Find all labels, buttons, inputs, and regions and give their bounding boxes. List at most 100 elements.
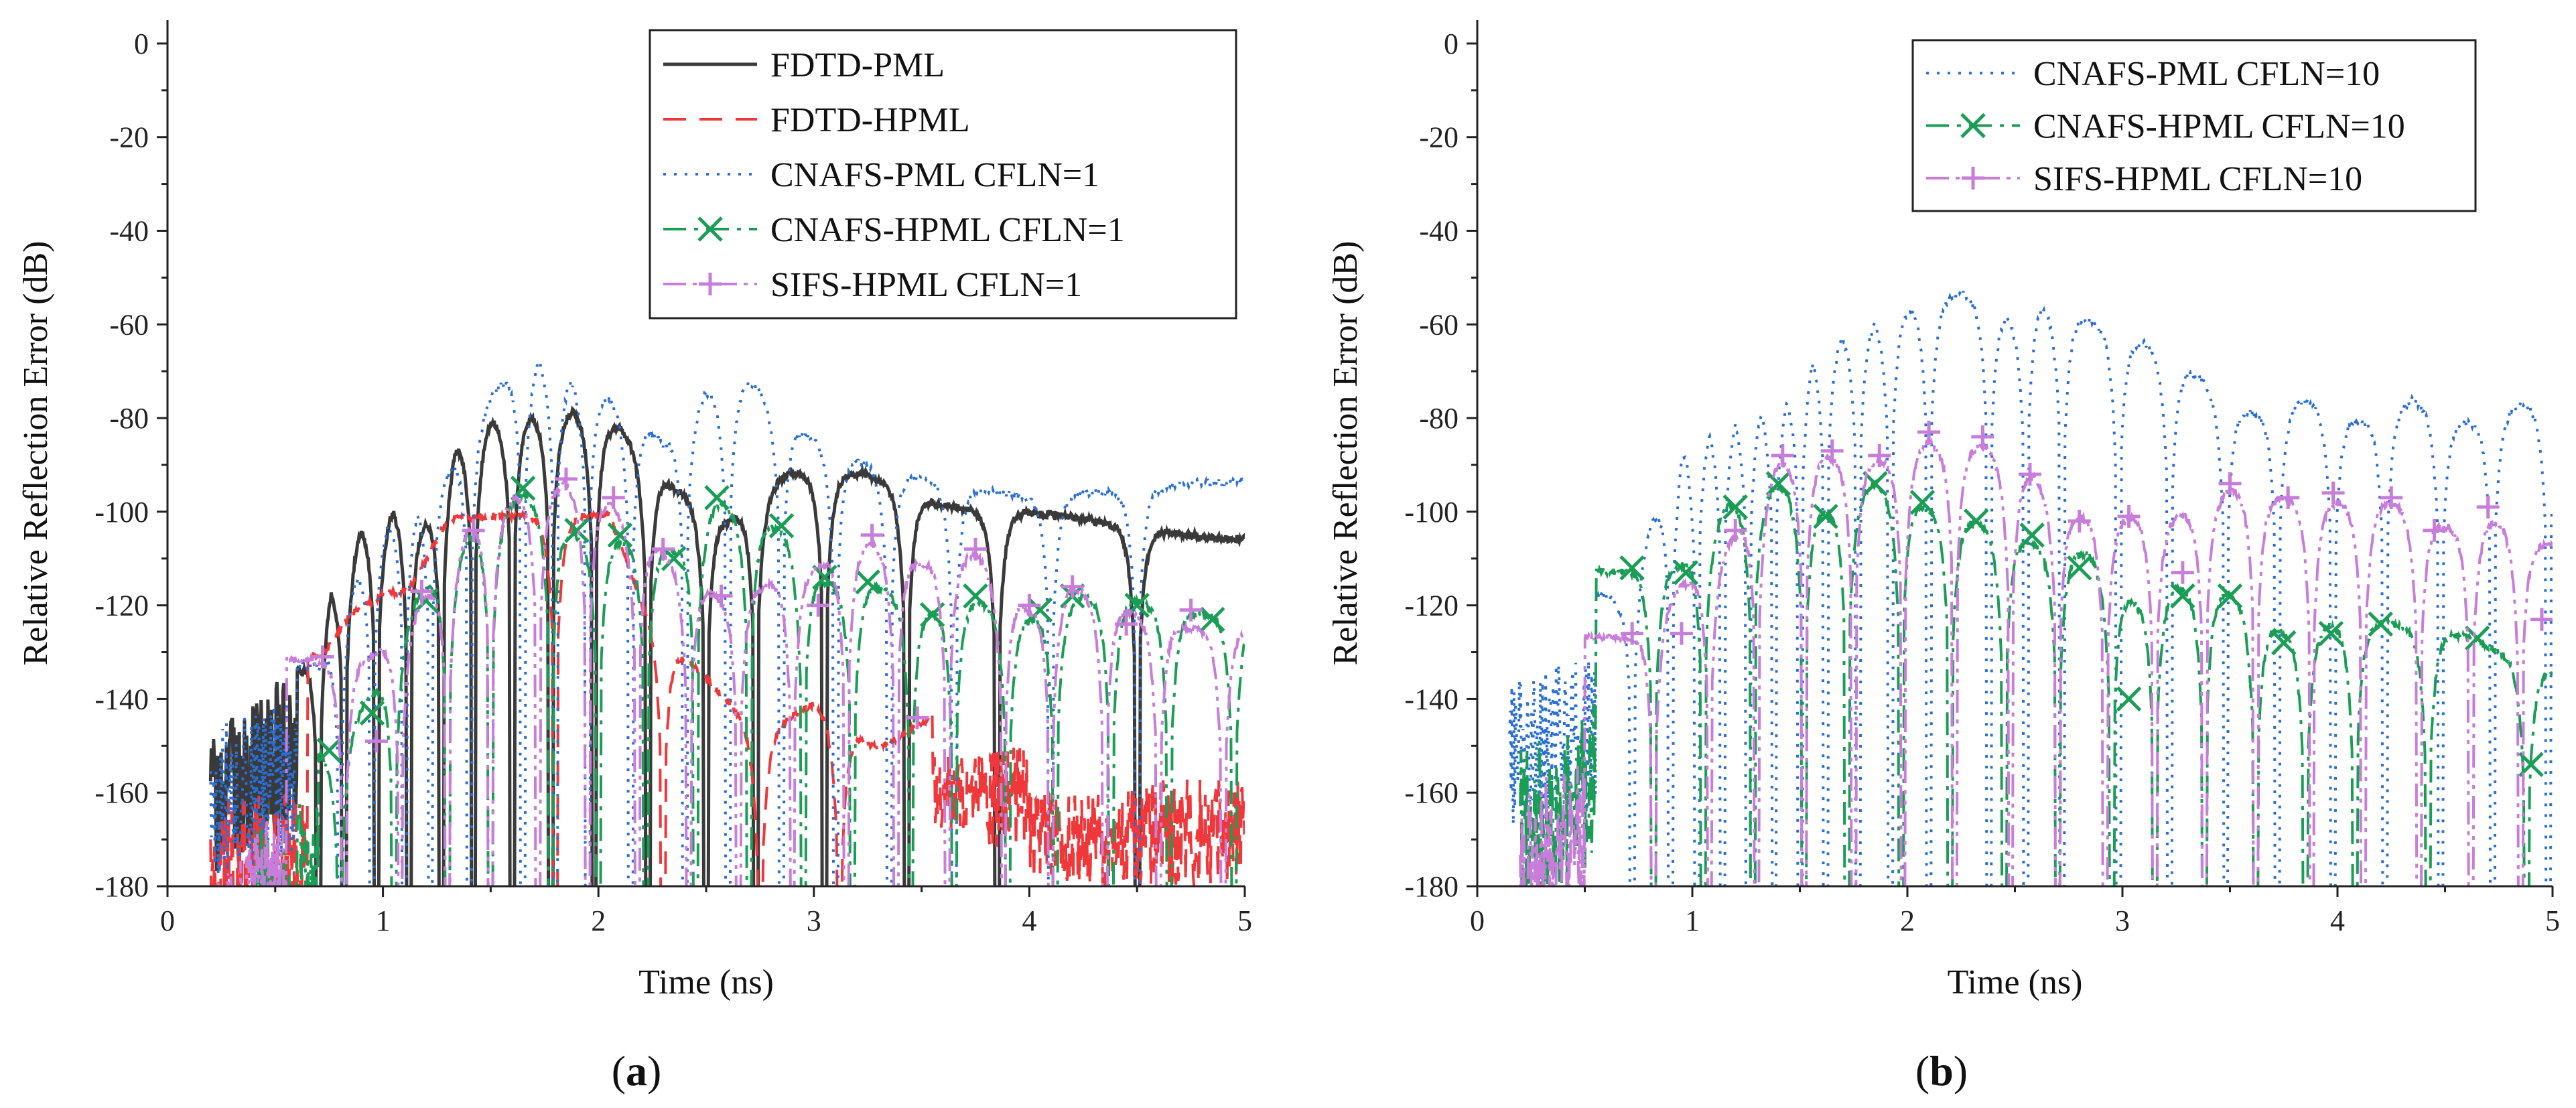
y-tick-label: -140 (1404, 683, 1459, 715)
data-point-marker (2019, 523, 2045, 548)
data-point-marker (2218, 472, 2242, 495)
legend-label: CNAFS-PML CFLN=10 (2033, 55, 2380, 93)
y-tick-label: -80 (1419, 402, 1459, 435)
data-point-marker (2117, 504, 2141, 528)
data-point-marker (359, 700, 385, 726)
series-cnafs-hpml-cfln-1 (252, 476, 1245, 886)
series-line (252, 488, 1245, 886)
series-line (209, 508, 1245, 886)
series-line (208, 405, 1245, 886)
data-point-marker (704, 485, 730, 510)
data-point-marker (1027, 597, 1053, 623)
data-point-marker (812, 564, 837, 590)
y-tick-label: -60 (1419, 308, 1459, 341)
data-point-marker (564, 518, 590, 543)
data-point-marker (2270, 630, 2297, 656)
y-tick-label: -40 (109, 215, 149, 248)
x-tick-label: 1 (1685, 904, 1700, 937)
data-point-marker (410, 579, 433, 603)
y-tick-label: -160 (1404, 776, 1459, 809)
legend-marker (1960, 113, 1986, 139)
data-point-marker (2530, 608, 2553, 631)
data-point-marker (906, 706, 929, 730)
data-point-marker (1917, 421, 1941, 444)
data-point-marker (1179, 598, 1203, 622)
data-point-marker (1619, 555, 1645, 581)
data-point-marker (2277, 486, 2300, 509)
series-cnafs-pml-cfln-1 (209, 362, 1245, 886)
y-tick-label: -20 (1419, 121, 1459, 154)
data-point-marker (2476, 495, 2500, 518)
y-tick-label: -180 (94, 870, 149, 903)
data-point-marker (709, 584, 733, 608)
data-point-marker (1061, 575, 1084, 598)
legend-label: FDTD-HPML (770, 101, 970, 139)
x-tick-label: 4 (1022, 904, 1036, 937)
data-point-marker (1820, 439, 1844, 463)
y-tick-label: -120 (94, 590, 149, 622)
x-axis-title: Time (ns) (1948, 963, 2083, 1001)
data-point-marker (462, 518, 485, 542)
legend-item: CNAFS-PML CFLN=10 (1926, 55, 2380, 93)
series-fdtd-pml (208, 405, 1245, 886)
data-point-marker (316, 738, 342, 764)
data-point-marker (1621, 622, 1644, 645)
data-point-marker (2368, 611, 2393, 637)
x-tick-label: 0 (160, 904, 175, 937)
data-point-marker (2518, 752, 2544, 778)
legend: FDTD-PML FDTD-HPML CNAFS-PML CFLN=1 CNAFS-H… (649, 29, 1237, 320)
legend-label: CNAFS-HPML CFLN=10 (2033, 108, 2405, 146)
plot-area (1508, 287, 2553, 886)
y-tick-label: -80 (109, 402, 149, 435)
legend-item: FDTD-HPML (663, 101, 970, 139)
data-point-marker (2464, 625, 2490, 651)
data-point-marker (311, 645, 334, 669)
data-point-marker (2318, 620, 2344, 646)
data-point-marker (2170, 583, 2195, 609)
panel-caption: (a) (612, 1047, 662, 1095)
data-point-marker (2423, 518, 2446, 542)
x-tick-label: 3 (2115, 904, 2130, 937)
series-cnafs-hpml-cfln-10 (1519, 471, 2553, 886)
y-tick-label: -120 (1404, 590, 1459, 622)
data-point-marker (1018, 594, 1041, 617)
x-tick-label: 2 (591, 904, 606, 937)
series-line (1519, 437, 2553, 886)
data-point-marker (602, 486, 625, 509)
x-tick-label: 5 (1237, 904, 1252, 937)
plot-area (208, 362, 1245, 886)
data-point-marker (651, 537, 675, 561)
legend-marker (697, 216, 723, 242)
series-sifs-hpml-cfln-10 (1519, 421, 2553, 886)
data-point-marker (1765, 471, 1791, 496)
series-line (209, 362, 1245, 886)
x-tick-label: 2 (1900, 904, 1915, 937)
y-tick-label: 0 (1444, 27, 1459, 60)
data-point-marker (413, 587, 439, 614)
data-point-marker (768, 513, 795, 539)
data-point-marker (1670, 622, 1693, 645)
x-tick-label: 1 (376, 904, 391, 937)
data-point-marker (1971, 425, 1994, 449)
y-tick-label: -180 (1404, 870, 1459, 903)
data-point-marker (860, 523, 884, 547)
legend-label: CNAFS-PML CFLN=1 (770, 156, 1099, 194)
series-fdtd-hpml (209, 508, 1245, 886)
data-point-marker (1963, 508, 1989, 534)
legend-box (649, 29, 1237, 320)
legend-box (1911, 39, 2477, 212)
data-point-marker (1673, 559, 1699, 585)
data-point-marker (855, 569, 880, 595)
data-point-marker (1724, 518, 1747, 542)
legend-item: CNAFS-HPML CFLN=1 (663, 211, 1125, 249)
data-point-marker (607, 523, 633, 548)
legend-label: FDTD-PML (770, 46, 945, 84)
legend-item: FDTD-PML (663, 46, 945, 84)
legend-label: SIFS-HPML CFLN=10 (2033, 160, 2362, 198)
series-cnafs-pml-cfln-10 (1508, 287, 2553, 886)
y-tick-label: -100 (94, 496, 149, 529)
data-point-marker (1722, 494, 1748, 520)
x-axis-title: Time (ns) (638, 963, 774, 1001)
y-tick-label: 0 (134, 27, 149, 60)
